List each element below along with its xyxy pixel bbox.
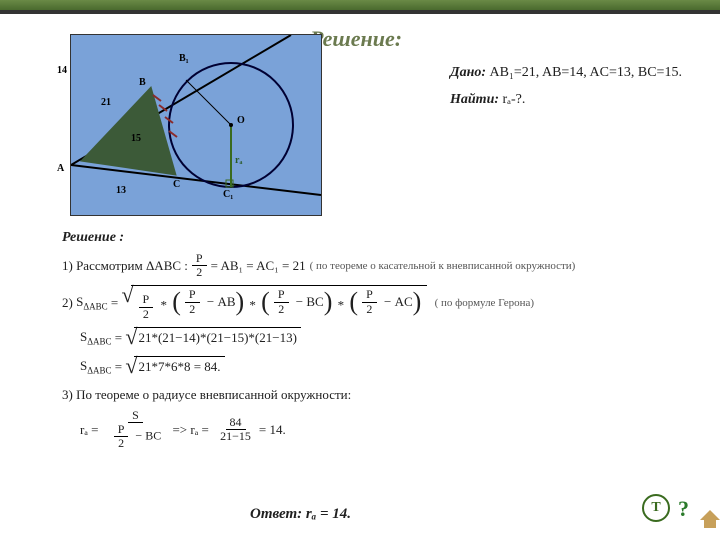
given-block: Дано: AB₁=21, AB=14, AC=13, BC=15. Найти… — [450, 62, 700, 110]
label-C1: C₁ — [223, 189, 233, 200]
label-B1: B₁ — [179, 53, 189, 64]
nav-theory-button[interactable]: T — [642, 494, 670, 522]
ra1: rₐ — [80, 422, 88, 438]
step-1: 1) Рассмотрим ΔABC : P 2 = AB₁ = AC₁ = 2… — [62, 252, 702, 279]
nav-home-icon[interactable] — [700, 510, 720, 520]
label-O: O — [237, 115, 245, 126]
step1-note: ( по теореме о касательной к вневписанно… — [310, 260, 576, 272]
arrow: => — [172, 422, 187, 438]
step-3-text: 3) По теореме о радиусе вневписанной окр… — [62, 387, 702, 403]
top-bar — [0, 0, 720, 10]
step2c-sqrt: √21*7*6*8 = 84. — [125, 356, 224, 379]
frac-den: 2 — [192, 266, 206, 279]
given-label: Дано: — [450, 65, 486, 80]
label-B: B — [139, 77, 146, 88]
S3: SΔABC — [80, 358, 112, 376]
solution-title: Решение: — [310, 26, 402, 52]
find-label: Найти: — [450, 92, 499, 107]
step-3-eq: rₐ = S P2 − BC => rₐ = 84 21−15 = 14. — [80, 409, 702, 451]
step3-frac1: S P2 − BC — [106, 409, 165, 451]
step2-pre: 2) — [62, 295, 73, 311]
geometry-diagram: 14 21 15 13 A B B₁ C C₁ O rₐ — [70, 34, 322, 216]
step2-note: ( по формуле Герона) — [435, 297, 534, 309]
step1-frac: P 2 — [192, 252, 207, 279]
label-C: C — [173, 179, 180, 190]
step3-frac2: 84 21−15 — [216, 416, 255, 443]
step-2c: SΔABC = √21*7*6*8 = 84. — [80, 356, 702, 379]
solution-body: Решение : 1) Рассмотрим ΔABC : P 2 = AB₁… — [62, 230, 702, 456]
given-text: AB₁=21, AB=14, AC=13, BC=15. — [490, 65, 682, 80]
label-21: 21 — [101, 97, 111, 108]
label-13: 13 — [116, 185, 126, 196]
label-14: 14 — [57, 65, 67, 76]
label-ra: rₐ — [235, 155, 242, 166]
step2-sqrt: √ P2 * P2 − AB * P2 − BC * P2 − AC — [121, 285, 427, 320]
step-2b: SΔABC = √21*(21−14)*(21−15)*(21−13) — [80, 327, 702, 350]
step1-pre: 1) Рассмотрим ΔABC : — [62, 258, 188, 274]
label-A: A — [57, 163, 64, 174]
step1-eq: = AB₁ = AC₁ = 21 — [211, 258, 306, 274]
diagram-svg — [71, 35, 321, 215]
step3-res: = 14. — [259, 422, 286, 438]
step2-S: SΔABC — [76, 294, 108, 312]
slide: Решение: 14 21 15 13 A — [0, 14, 720, 540]
step3-text: 3) По теореме о радиусе вневписанной окр… — [62, 387, 351, 403]
ra2: rₐ — [190, 422, 198, 438]
frac-num: P — [192, 252, 207, 266]
step-2: 2) SΔABC = √ P2 * P2 − AB * P2 − BC * P2… — [62, 285, 702, 320]
step2b-sqrt: √21*(21−14)*(21−15)*(21−13) — [125, 327, 301, 350]
find-text: rₐ-?. — [503, 92, 526, 107]
nav-help-button[interactable]: ? — [678, 496, 698, 522]
label-15: 15 — [131, 133, 141, 144]
solution-heading: Решение : — [62, 230, 702, 246]
S2: SΔABC — [80, 329, 112, 347]
answer: Ответ: rₐ = 14. — [250, 506, 351, 523]
